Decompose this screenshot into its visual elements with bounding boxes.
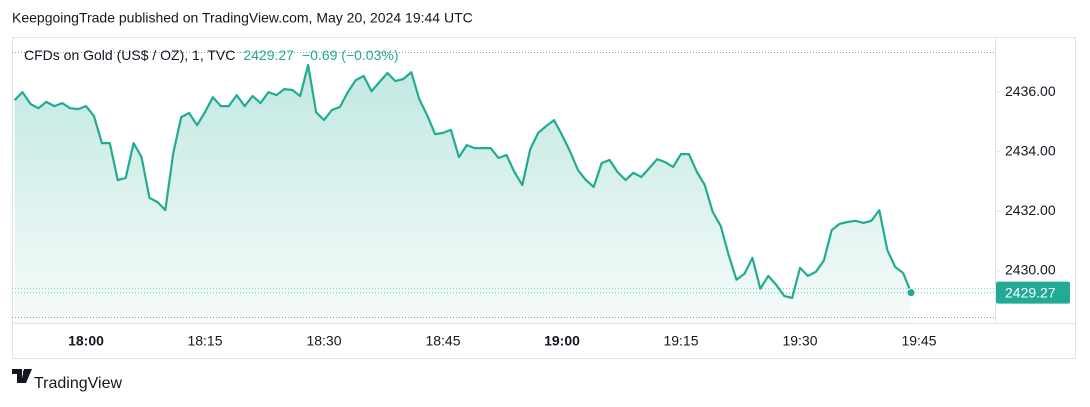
x-tick-label: 18:00 xyxy=(68,333,104,349)
x-tick-label: 18:30 xyxy=(306,333,341,349)
brand-logo xyxy=(12,369,32,383)
legend-price: 2429.27 xyxy=(243,47,294,63)
price-label-box xyxy=(996,281,1070,304)
line xyxy=(13,63,913,300)
brand: TradingView xyxy=(34,375,122,392)
area xyxy=(14,65,912,323)
x-tick-label: 19:00 xyxy=(544,333,580,349)
x-tick-label: 18:15 xyxy=(187,333,222,349)
caption: KeepgoingTrade published on TradingView.… xyxy=(12,10,473,26)
price-label: 2429.27 xyxy=(1005,284,1056,300)
legend-change: −0.69 (−0.03%) xyxy=(302,47,399,63)
y-tick-label: 2430.00 xyxy=(1005,262,1056,278)
x-tick-label: 18:45 xyxy=(425,333,460,349)
x-tick-label: 19:30 xyxy=(782,333,817,349)
legend: CFDs on Gold (US$ / OZ), 1, TVC 2429.27 −0… xyxy=(24,47,398,63)
logo-dot xyxy=(23,370,27,374)
y-tick-label: 2434.00 xyxy=(1005,142,1056,158)
x-tick-label: 19:15 xyxy=(663,333,698,349)
y-tick-label: 2432.00 xyxy=(1005,202,1056,218)
logo-icon xyxy=(12,369,32,383)
last-point xyxy=(906,288,916,298)
legend-title: CFDs on Gold (US$ / OZ), 1, TVC xyxy=(24,47,235,63)
x-tick-label: 19:45 xyxy=(901,333,936,349)
frame xyxy=(12,37,1076,359)
y-tick-label: 2436.00 xyxy=(1005,83,1056,99)
